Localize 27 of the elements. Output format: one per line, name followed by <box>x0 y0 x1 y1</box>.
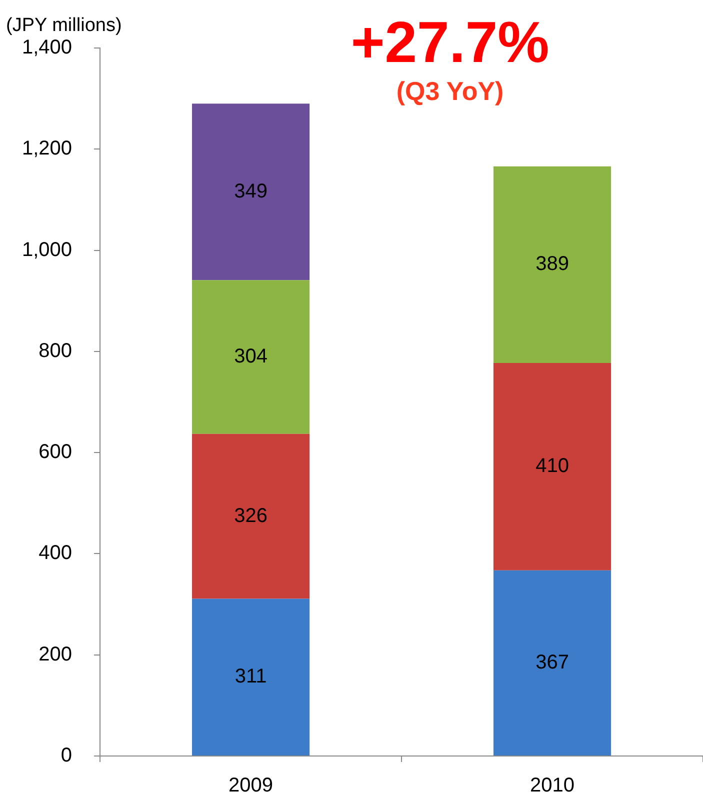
y-tick-label: 1,000 <box>22 238 72 261</box>
bar <box>192 280 310 434</box>
data-label: 349 <box>234 180 268 202</box>
y-tick-label: 800 <box>38 340 72 362</box>
y-axis-title: (JPY millions) <box>6 15 122 36</box>
bar <box>192 104 310 280</box>
bar <box>493 363 612 570</box>
bar <box>192 598 310 756</box>
x-tick-label: 2009 <box>228 774 274 797</box>
chart-title: +27.7% <box>350 10 550 75</box>
y-tick-label: 1,400 <box>22 36 72 59</box>
bar <box>493 166 612 364</box>
y-tick-label: 0 <box>60 744 72 767</box>
data-label: 367 <box>536 651 569 674</box>
y-tick-label: 600 <box>38 441 72 464</box>
data-label: 410 <box>536 455 569 478</box>
y-tick-label: 1,200 <box>22 138 72 160</box>
data-label: 311 <box>234 666 267 688</box>
bar <box>493 570 612 756</box>
y-tick-label: 200 <box>38 643 72 666</box>
text: (Q3 YoY) <box>396 76 504 106</box>
data-label: 304 <box>234 346 268 368</box>
bar <box>192 434 310 599</box>
data-label: 389 <box>536 253 569 276</box>
x-tick-label: 2010 <box>530 774 575 797</box>
y-tick-label: 400 <box>38 542 72 564</box>
data-label: 326 <box>234 504 268 527</box>
